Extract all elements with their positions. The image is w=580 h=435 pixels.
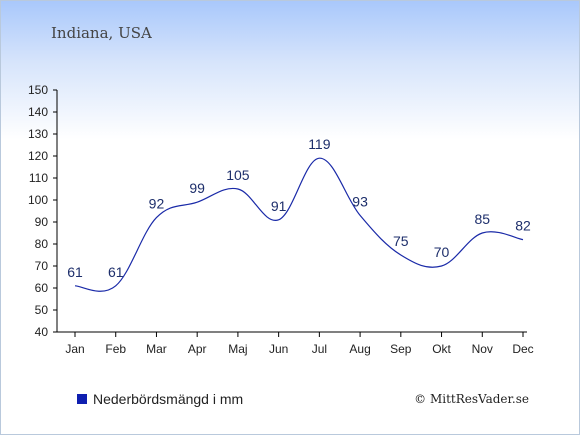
data-labels: 61 61 92 99 105 91 119 93 75 70 85 82: [67, 136, 531, 280]
chart-title: Indiana, USA: [51, 24, 152, 42]
y-tick-label: 100: [28, 193, 48, 207]
data-label: 99: [189, 180, 205, 196]
x-tick-label: Aug: [349, 342, 370, 356]
y-tick-label: 120: [28, 149, 48, 163]
plot-area: [74, 157, 524, 292]
data-label: 93: [352, 193, 368, 209]
legend-swatch: [77, 394, 87, 404]
x-tick-label: Mar: [146, 342, 167, 356]
x-tick-label: Okt: [432, 342, 451, 356]
y-tick-label: 90: [35, 215, 49, 229]
data-label: 75: [393, 233, 409, 249]
series-line: [74, 157, 524, 292]
x-tick-label: Jan: [65, 342, 84, 356]
data-label: 61: [108, 264, 124, 280]
y-tick-label: 60: [35, 281, 49, 295]
x-tick-label: Sep: [390, 342, 412, 356]
x-tick-label: Dec: [512, 342, 533, 356]
x-tick-label: Feb: [105, 342, 126, 356]
credit-text: © MittResVader.se: [414, 392, 529, 406]
y-tick-label: 80: [35, 237, 49, 251]
y-tick-label: 140: [28, 105, 48, 119]
legend-label: Nederbördsmängd i mm: [93, 391, 243, 407]
x-tick-label: Jul: [312, 342, 327, 356]
data-label: 61: [67, 264, 83, 280]
data-label: 105: [226, 167, 250, 183]
y-tick-label: 70: [35, 259, 49, 273]
data-label: 85: [474, 211, 490, 227]
data-label: 92: [149, 196, 165, 212]
x-tick-label: Maj: [228, 342, 247, 356]
y-tick-label: 150: [28, 83, 48, 97]
axes: 40 50 60 70 80 90 100 110 120 130 140 150 Jan Feb Mar A…: [28, 83, 534, 356]
data-label: 119: [308, 136, 331, 152]
data-label: 82: [515, 218, 531, 234]
y-tick-label: 50: [35, 303, 49, 317]
y-tick-label: 110: [29, 171, 48, 185]
x-tick-label: Apr: [188, 342, 207, 356]
data-label: 70: [434, 244, 450, 260]
x-tick-label: Nov: [472, 342, 493, 356]
y-tick-label: 40: [35, 325, 49, 339]
y-tick-label: 130: [28, 127, 48, 141]
data-label: 91: [271, 198, 287, 214]
x-tick-label: Jun: [269, 342, 288, 356]
